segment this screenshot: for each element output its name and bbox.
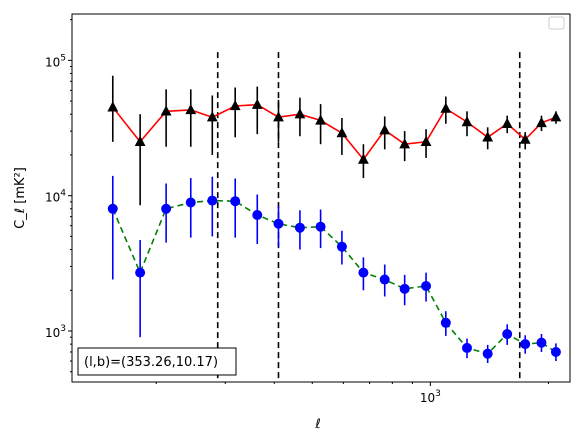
data-point-triangle [294,108,306,119]
data-point-triangle [420,135,432,147]
annotation-box [77,347,237,376]
annotation: (l,b)=(353.26,10.17) [77,347,237,376]
x-axis-label: ℓ [314,417,320,432]
data-point-triangle [336,127,348,138]
data-point-circle [440,317,451,328]
data-point-triangle [482,131,494,142]
plot-frame [71,13,571,383]
data-point-circle [336,241,347,252]
data-point-circle [161,203,172,214]
y-tick-label: 104 [45,189,66,205]
data-point-circle [399,283,410,294]
data-point-circle [536,337,547,348]
data-point-triangle [358,153,369,164]
series-line [112,199,557,355]
data-point-circle [107,203,118,214]
x-tick-label: 103 [420,389,441,405]
y-tick-label: 103 [45,324,66,340]
data-point-circle [461,342,472,353]
data-point-triangle [440,102,452,113]
data-point-circle [252,209,263,220]
series-2 [107,175,561,364]
series-layer [107,75,562,364]
data-point-circle [482,348,493,359]
data-point-circle [421,281,432,292]
series-line [112,103,557,161]
data-point-circle [358,267,369,278]
legend-box [548,16,565,30]
annotation-text: (l,b)=(353.26,10.17) [84,355,218,370]
data-point-triangle [519,133,531,144]
data-point-triangle [315,114,326,125]
y-axis-label: C_ℓ [mK²] [13,167,28,229]
data-point-circle [550,346,561,357]
data-point-circle [230,196,241,207]
data-point-triangle [251,98,263,109]
data-point-triangle [160,105,172,116]
data-point-triangle [107,101,119,112]
data-point-triangle [134,135,146,147]
data-point-circle [315,221,326,232]
data-point-circle [294,222,305,233]
data-point-circle [502,329,513,340]
data-point-triangle [273,111,284,122]
data-point-triangle [229,99,241,111]
data-point-circle [520,339,531,350]
data-point-circle [379,274,390,285]
data-point-triangle [206,111,218,122]
data-point-circle [135,267,146,278]
plot-area [72,14,570,382]
axis-ticks: 103 104 105 103 [45,19,549,405]
series-1 [107,75,562,206]
data-point-triangle [461,116,473,127]
data-point-triangle [379,124,391,135]
data-point-triangle [550,111,562,122]
data-point-triangle [501,117,513,128]
y-tick-label: 105 [45,53,66,69]
data-point-triangle [185,103,197,115]
data-point-circle [207,195,218,206]
data-point-circle [185,197,196,208]
data-point-circle [273,218,284,229]
data-point-triangle [399,138,411,149]
data-point-triangle [536,116,547,128]
